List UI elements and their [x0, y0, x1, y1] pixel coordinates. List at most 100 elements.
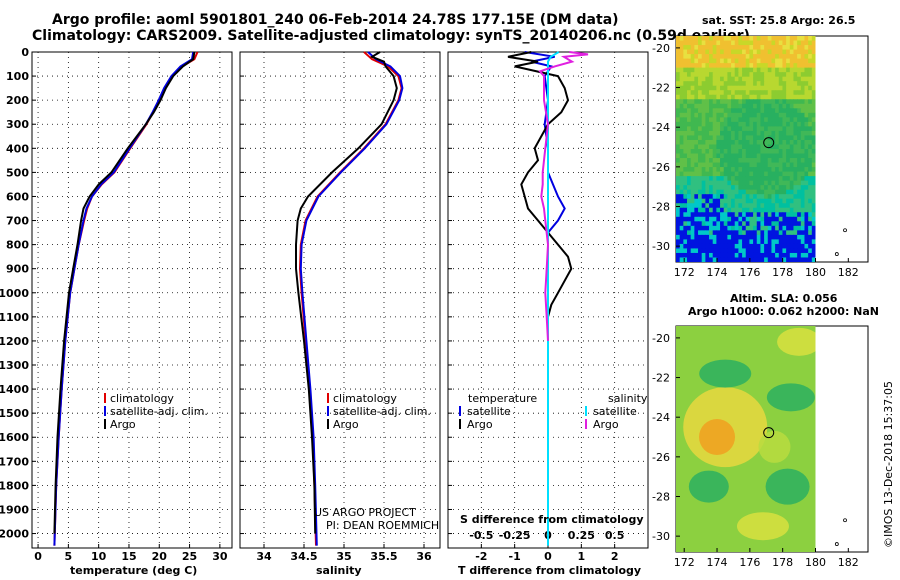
- sst-cell: [712, 135, 717, 141]
- sst-cell: [731, 194, 736, 200]
- sst-cell: [701, 185, 706, 191]
- sst-cell: [709, 130, 714, 137]
- argo-position-marker: [763, 427, 775, 439]
- sst-cell: [731, 117, 736, 123]
- sst-cell: [753, 234, 758, 240]
- sst-cell: [753, 135, 758, 141]
- sst-cell: [727, 203, 732, 209]
- sst-cell: [727, 167, 732, 173]
- sst-cell: [709, 216, 714, 222]
- sst-cell: [731, 90, 736, 96]
- sst-cell: [764, 126, 769, 132]
- sst-cell: [753, 121, 758, 127]
- map-y-tick-label: -26: [652, 161, 670, 174]
- sst-cell: [778, 243, 784, 250]
- sst-cell: [756, 189, 762, 195]
- sst-cell: [811, 252, 816, 259]
- sst-cell: [811, 36, 816, 42]
- sst-cell: [745, 158, 751, 164]
- sst-cell: [720, 117, 725, 123]
- sst-cell: [811, 185, 816, 191]
- sst-cell: [734, 94, 740, 100]
- sst-cell: [701, 94, 706, 100]
- sst-cell: [720, 76, 725, 82]
- sst-cell: [731, 153, 736, 159]
- sst-cell: [727, 67, 732, 73]
- sst-cell: [753, 49, 758, 55]
- sst-cell: [764, 81, 769, 87]
- sst-cell: [698, 225, 703, 231]
- sst-cell: [782, 72, 787, 78]
- sst-cell: [727, 230, 732, 236]
- sst-cell: [767, 121, 773, 127]
- sst-cell: [731, 144, 736, 150]
- sst-cell: [749, 58, 754, 64]
- sst-cell: [775, 203, 780, 209]
- sst-cell: [749, 212, 754, 218]
- sst-cell: [731, 139, 736, 146]
- sst-cell: [676, 248, 681, 254]
- sst-cell: [760, 81, 765, 87]
- sst-cell: [800, 225, 806, 231]
- sst-cell: [679, 212, 684, 218]
- sst-cell: [811, 207, 816, 213]
- sst-cell: [676, 153, 681, 159]
- sst-cell: [808, 81, 813, 87]
- sst-cell: [767, 126, 773, 132]
- sst-cell: [789, 58, 795, 64]
- map-x-tick-label: 176: [739, 556, 760, 569]
- x-tick-label-salinity: -0.5: [469, 529, 493, 542]
- sst-cell: [738, 99, 743, 105]
- sst-cell: [687, 117, 692, 123]
- map-x-tick-label: 174: [707, 556, 728, 569]
- sst-cell: [797, 243, 802, 250]
- sst-cell: [749, 135, 754, 141]
- sst-cell: [687, 76, 692, 82]
- sst-cell: [760, 225, 765, 231]
- sst-cell: [778, 230, 784, 236]
- sst-cell: [800, 63, 806, 69]
- sst-cell: [764, 112, 769, 118]
- sst-cell: [789, 221, 795, 227]
- sst-cell: [676, 167, 681, 173]
- sst-cell: [687, 40, 692, 46]
- sst-cell: [793, 54, 798, 60]
- sst-cell: [764, 36, 769, 42]
- sst-cell: [789, 225, 795, 231]
- sst-cell: [742, 153, 747, 159]
- sst-cell: [775, 252, 780, 259]
- sst-cell: [690, 94, 695, 100]
- sst-cell: [800, 103, 806, 109]
- sst-cell: [793, 171, 798, 177]
- sst-cell: [760, 207, 765, 213]
- sst-cell: [738, 230, 743, 236]
- sst-cell: [782, 243, 787, 250]
- sst-cell: [786, 63, 791, 69]
- y-tick-label: 800: [6, 239, 29, 252]
- sst-cell: [764, 252, 769, 259]
- sst-cell: [734, 40, 740, 46]
- sst-cell: [738, 225, 743, 231]
- sst-cell: [712, 72, 717, 78]
- sst-cell: [760, 144, 765, 150]
- sst-cell: [738, 40, 743, 46]
- sst-cell: [749, 117, 754, 123]
- sst-cell: [797, 198, 802, 204]
- map-y-tick-label: -22: [652, 82, 670, 95]
- sst-cell: [778, 176, 784, 182]
- sst-cell: [698, 252, 703, 259]
- sst-cell: [745, 130, 751, 137]
- sst-cell: [775, 126, 780, 132]
- sst-cell: [712, 81, 717, 87]
- sst-cell: [683, 99, 688, 105]
- sst-cell: [687, 167, 692, 173]
- sst-cell: [727, 40, 732, 46]
- sst-cell: [716, 180, 721, 186]
- sst-cell: [709, 248, 714, 254]
- sst-cell: [716, 76, 721, 82]
- sst-cell: [811, 230, 816, 236]
- sst-cell: [804, 63, 809, 69]
- sst-cell: [775, 243, 780, 250]
- sst-cell: [797, 212, 802, 218]
- sst-cell: [782, 108, 787, 114]
